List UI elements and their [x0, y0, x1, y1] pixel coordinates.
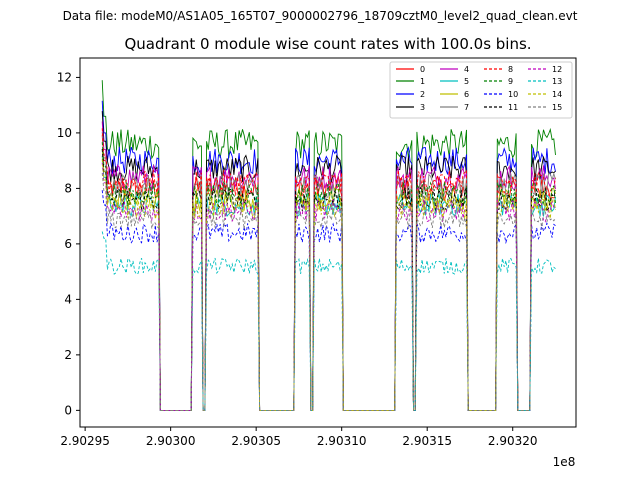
x-tick-label: 2.90295 [60, 434, 110, 448]
x-tick-label: 2.90305 [231, 434, 281, 448]
y-tick-label: 8 [64, 181, 72, 195]
legend-label-15: 15 [552, 103, 562, 112]
x-tick-label: 2.90320 [488, 434, 538, 448]
legend-label-13: 13 [552, 77, 562, 86]
y-tick-label: 0 [64, 403, 72, 417]
legend-label-6: 6 [464, 90, 469, 99]
legend-label-7: 7 [464, 103, 469, 112]
legend-label-4: 4 [464, 65, 469, 74]
legend-box [389, 61, 573, 119]
y-tick-label: 4 [64, 292, 72, 306]
suptitle: Data file: modeM0/AS1A05_165T07_90000027… [63, 9, 578, 23]
legend-label-11: 11 [508, 103, 518, 112]
series-layer [101, 80, 556, 411]
tick-layer: 2.90295 2.90300 2.90305 2.90310 2.90315 2.903… [57, 70, 538, 448]
legend-label-8: 8 [508, 65, 513, 74]
legend-label-5: 5 [464, 77, 469, 86]
legend-label-2: 2 [420, 90, 425, 99]
legend-label-1: 1 [420, 77, 425, 86]
y-tick-label: 2 [64, 348, 72, 362]
legend-label-3: 3 [420, 103, 425, 112]
legend-label-9: 9 [508, 77, 513, 86]
chart-title: Quadrant 0 module wise count rates with … [124, 35, 531, 53]
x-tick-label: 2.90310 [317, 434, 367, 448]
legend-label-14: 14 [552, 90, 562, 99]
y-tick-label: 6 [64, 237, 72, 251]
y-tick-label: 10 [57, 126, 72, 140]
x-tick-label: 2.90315 [402, 434, 452, 448]
plot-frame [79, 57, 577, 428]
legend-label-12: 12 [552, 65, 562, 74]
y-tick-label: 12 [57, 70, 72, 84]
legend-label-0: 0 [420, 65, 425, 74]
legend-label-10: 10 [508, 90, 518, 99]
x-offset-label: 1e8 [553, 455, 576, 469]
series-line-15 [101, 173, 556, 411]
x-tick-label: 2.90300 [146, 434, 196, 448]
